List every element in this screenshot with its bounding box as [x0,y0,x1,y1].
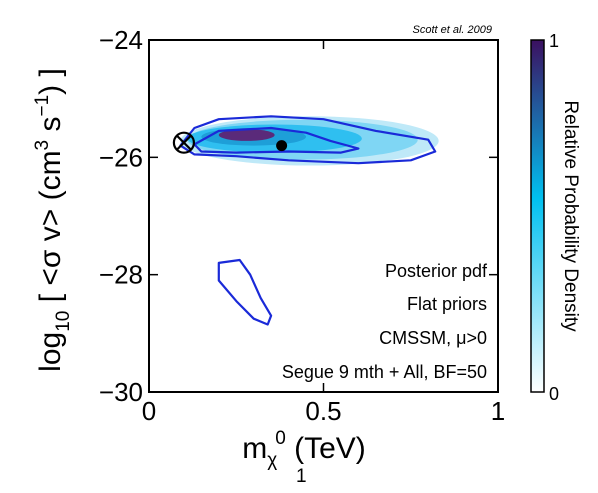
contour-layer [179,115,437,326]
annotation-model: CMSSM, μ>0 [379,328,487,348]
x-tick-label: 0 [142,396,156,426]
best-fit-marker [172,131,195,154]
colorbar-max-label: 1 [549,31,559,51]
y-tick-label: −30 [99,377,143,407]
credit-label: Scott et al. 2009 [413,24,493,36]
y-tick-label: −26 [99,142,143,172]
colorbar-min-label: 0 [549,384,559,404]
y-tick-label: −28 [99,260,143,290]
contour-inner-main [193,126,360,154]
colorbar-title: Relative Probability Density [560,100,581,332]
y-axis-title: log10 [ <σ v> (cm3 s−1) ] [32,68,74,372]
density-blob-4 [218,129,275,141]
x-axis-title-subsub: 1 [296,466,307,487]
annotation-data: Segue 9 mth + All, BF=50 [282,362,487,382]
y-tick-label: −24 [99,25,143,55]
colorbar [530,39,545,393]
x-tick-label: 1 [491,396,505,426]
x-axis-ticks: 0 0.5 1 [142,40,505,426]
contour-outer-island [217,258,273,326]
y-axis-ticks: −30 −28 −26 −24 [99,25,498,407]
x-axis-title: mχ0 (TeV) [242,428,366,471]
marker-layer [172,131,288,154]
density-layer [180,116,439,166]
annotation-priors: Flat priors [407,294,487,314]
x-tick-label: 0.5 [305,396,341,426]
contour-outer-main [179,115,437,165]
annotation-posterior: Posterior pdf [385,261,488,281]
posterior-mean-marker [276,140,288,152]
